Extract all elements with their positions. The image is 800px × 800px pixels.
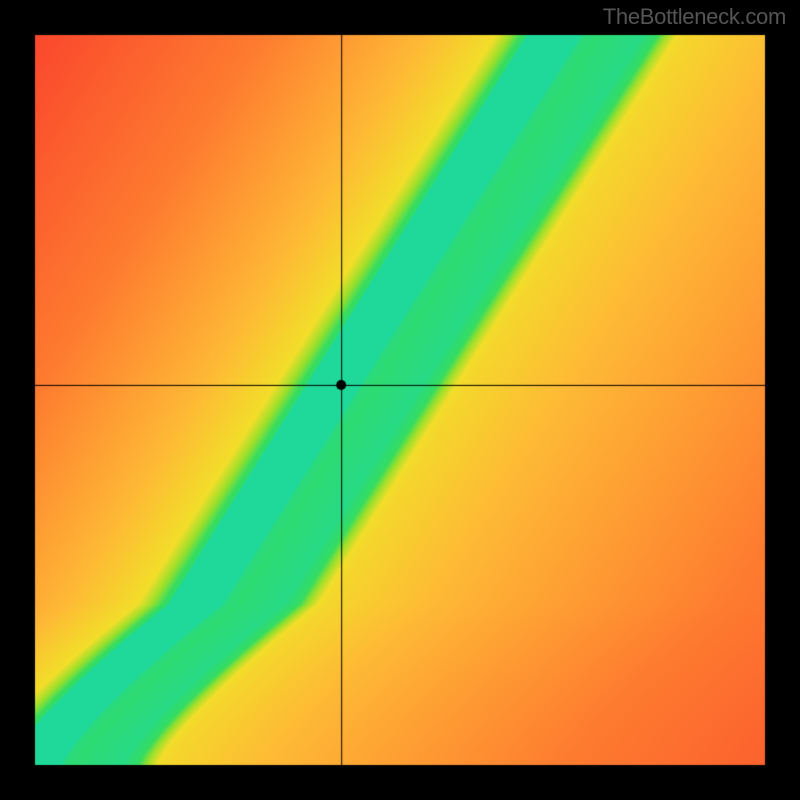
watermark-text: TheBottleneck.com (603, 4, 786, 30)
chart-container: TheBottleneck.com (0, 0, 800, 800)
heatmap-canvas (0, 0, 800, 800)
